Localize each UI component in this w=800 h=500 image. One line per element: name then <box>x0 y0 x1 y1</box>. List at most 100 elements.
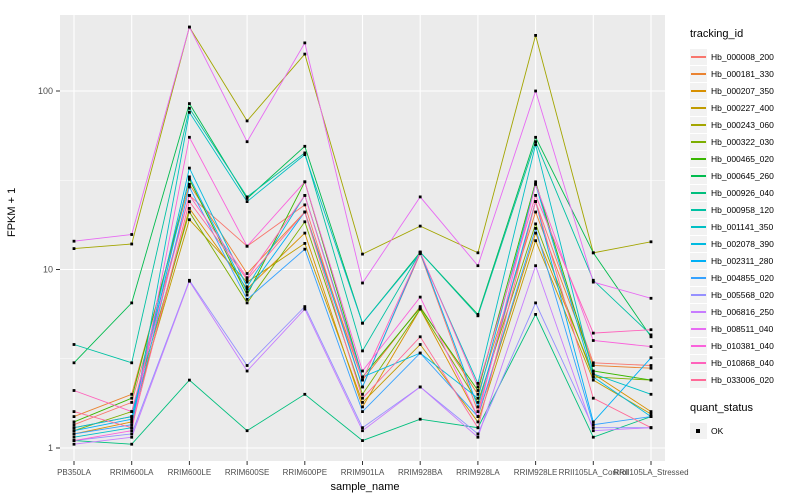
data-point <box>245 287 249 291</box>
data-point <box>534 222 537 226</box>
data-point <box>245 276 249 280</box>
legend-item: Hb_006816_250 <box>690 303 798 320</box>
legend-item: Hb_010868_040 <box>690 354 798 371</box>
data-point <box>591 396 595 400</box>
data-point <box>649 412 653 416</box>
data-point <box>72 420 76 424</box>
data-point <box>303 52 307 56</box>
legend: tracking_id Hb_000008_200 Hb_000181_330 Hb… <box>690 28 798 439</box>
legend-key-icon <box>690 65 707 82</box>
data-point <box>418 343 422 346</box>
data-point <box>534 143 537 147</box>
data-point <box>130 417 134 421</box>
data-point <box>245 293 249 297</box>
y-axis-title: FPKM + 1 <box>6 187 18 237</box>
data-point <box>418 385 422 389</box>
data-point <box>303 194 307 197</box>
data-point <box>303 144 307 148</box>
y-tick-label: 100 <box>38 86 53 96</box>
legend-label: Hb_004855_020 <box>711 272 774 283</box>
data-point <box>188 110 191 114</box>
legend-item: Hb_000465_020 <box>690 150 798 167</box>
data-point <box>245 280 249 284</box>
legend-key-icon <box>690 167 707 184</box>
legend-key-icon <box>690 99 707 116</box>
legend-key-icon <box>690 269 707 286</box>
data-point <box>534 301 537 305</box>
data-point <box>361 281 364 285</box>
data-point <box>476 420 480 424</box>
data-point <box>72 247 76 250</box>
data-point <box>361 429 364 433</box>
data-point <box>361 252 364 256</box>
data-point <box>303 203 307 207</box>
data-point <box>591 331 595 335</box>
legend-item: Hb_002311_280 <box>690 252 798 269</box>
data-point <box>188 25 191 29</box>
legend-item: Hb_000926_040 <box>690 184 798 201</box>
data-point <box>591 375 595 379</box>
data-point <box>534 210 537 214</box>
data-point <box>130 442 134 446</box>
legend-label: Hb_000958_120 <box>711 204 774 215</box>
data-point <box>130 432 134 436</box>
data-point <box>245 429 249 433</box>
data-point <box>418 195 422 199</box>
legend-label: Hb_006816_250 <box>711 306 774 317</box>
data-point <box>476 385 480 389</box>
data-point <box>534 239 537 243</box>
legend-item: Hb_000958_120 <box>690 201 798 218</box>
data-point <box>361 378 364 382</box>
data-point <box>188 175 191 179</box>
data-point <box>534 180 537 184</box>
data-point <box>418 306 422 310</box>
data-point <box>534 264 537 268</box>
legend-item: Hb_000243_060 <box>690 116 798 133</box>
data-point <box>418 335 422 339</box>
data-point <box>649 356 653 360</box>
legend-item: Hb_005568_020 <box>690 286 798 303</box>
data-point <box>188 378 191 382</box>
data-point <box>591 361 595 365</box>
data-point <box>303 180 307 184</box>
data-point <box>591 280 595 284</box>
data-point <box>361 426 364 430</box>
x-tick-label: RRIM600LE <box>168 468 212 477</box>
data-point <box>303 242 307 245</box>
data-point <box>649 328 653 332</box>
data-point <box>188 210 191 214</box>
legend-label: Hb_000243_060 <box>711 119 774 130</box>
legend-label: Hb_002311_280 <box>711 255 774 266</box>
y-tick-label: 10 <box>43 265 53 275</box>
legend-key-icon <box>690 320 707 337</box>
legend-item: Hb_004855_020 <box>690 269 798 286</box>
legend-items: Hb_000008_200 Hb_000181_330 Hb_000207_350 H… <box>690 48 798 388</box>
legend-label: Hb_000322_030 <box>711 136 774 147</box>
data-point <box>476 314 480 318</box>
legend-item: Hb_010381_040 <box>690 337 798 354</box>
data-point <box>72 432 76 436</box>
data-point <box>72 410 76 413</box>
data-point <box>72 415 76 418</box>
data-point <box>130 415 134 418</box>
data-point <box>591 420 595 424</box>
legend-label: Hb_000181_330 <box>711 68 774 79</box>
legend-item: Hb_000207_350 <box>690 82 798 99</box>
data-point <box>130 420 134 424</box>
legend-key-icon <box>690 303 707 320</box>
legend-item: Hb_033006_020 <box>690 371 798 388</box>
legend-label: Hb_008511_040 <box>711 323 774 334</box>
data-point <box>591 429 595 433</box>
legend-key-icon <box>690 48 707 65</box>
data-point <box>534 194 537 197</box>
data-point <box>245 200 249 203</box>
data-point <box>188 200 191 203</box>
legend-label: Hb_000465_020 <box>711 153 774 164</box>
data-point <box>649 366 653 370</box>
data-point <box>476 432 480 436</box>
data-point <box>418 295 422 299</box>
x-tick-label: RRII105LA_Stressed <box>613 468 688 477</box>
legend-label: Hb_000008_200 <box>711 51 774 62</box>
data-point <box>188 177 191 181</box>
